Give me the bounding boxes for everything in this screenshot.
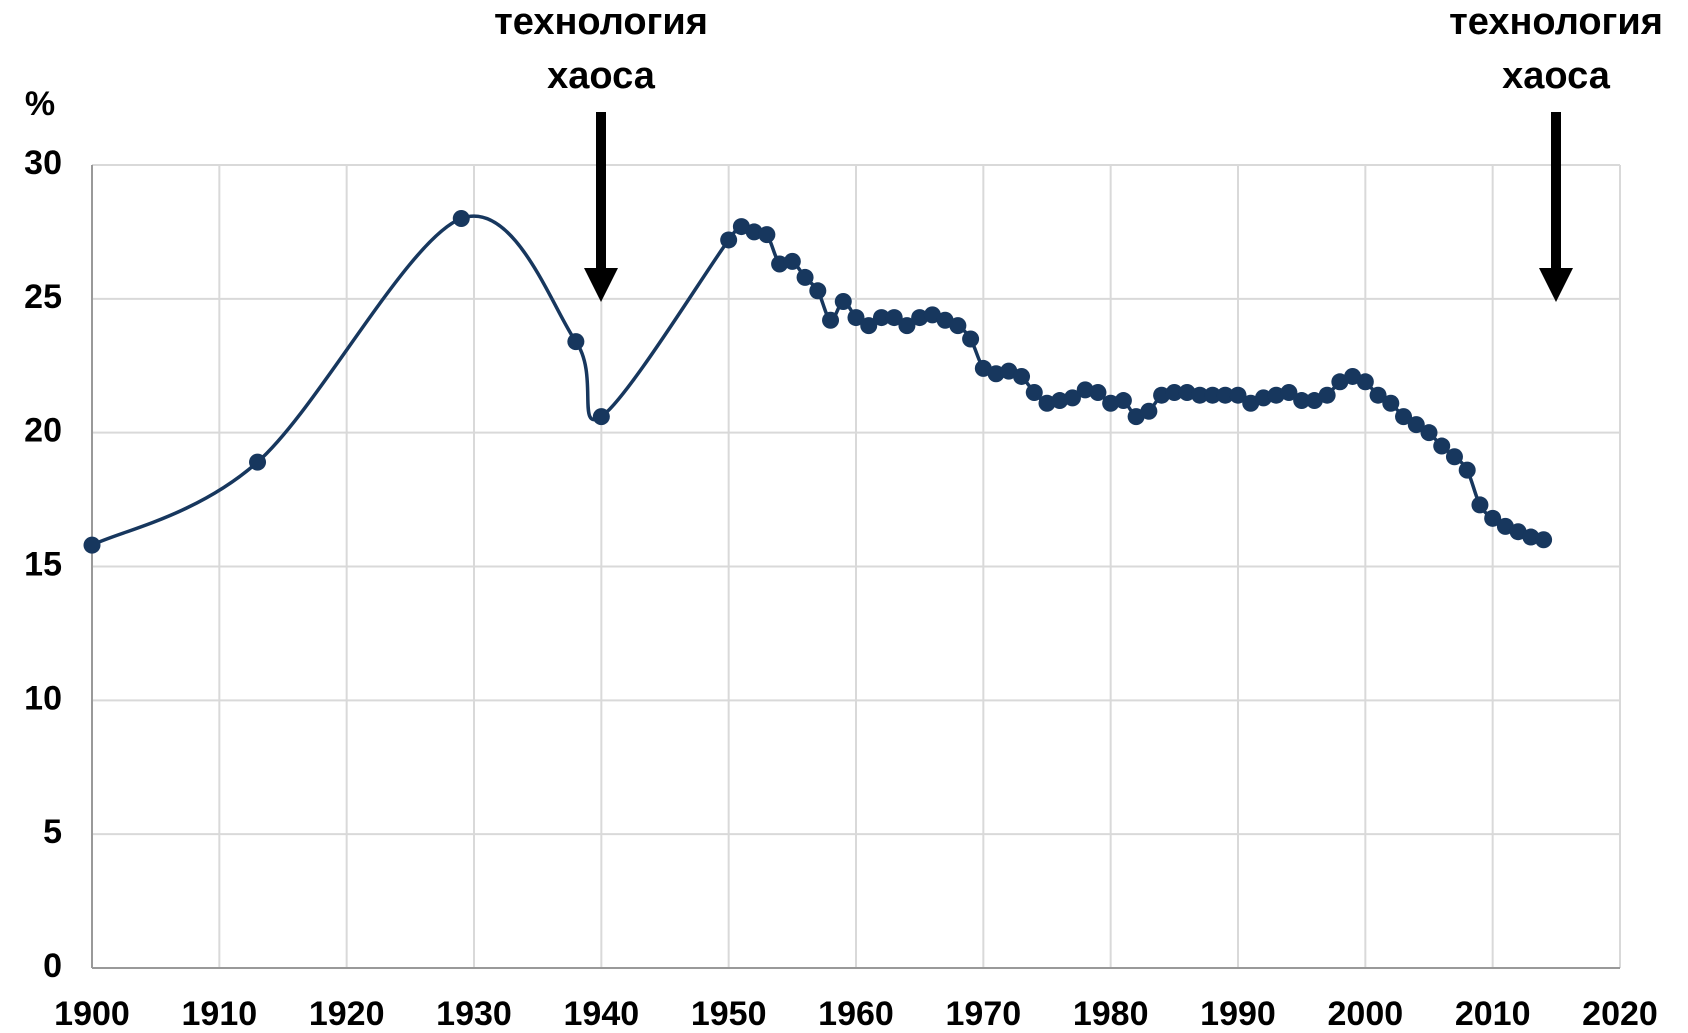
x-tick-label: 1960 [818, 995, 894, 1033]
x-tick-label: 1920 [309, 995, 385, 1033]
marker [1191, 386, 1209, 404]
y-axis-label: % [25, 85, 55, 123]
marker [771, 255, 789, 273]
marker [1305, 392, 1323, 410]
marker [822, 311, 840, 329]
marker [898, 317, 916, 335]
x-tick-label: 2000 [1328, 995, 1404, 1033]
x-tick-label: 1990 [1200, 995, 1276, 1033]
marker [1471, 496, 1489, 514]
annotation-arrowhead [1539, 268, 1573, 302]
marker [962, 330, 980, 348]
marker [1242, 394, 1260, 412]
marker [1280, 384, 1298, 402]
marker [1051, 392, 1069, 410]
x-tick-label: 1980 [1073, 995, 1149, 1033]
marker [847, 309, 865, 327]
y-tick-label: 5 [43, 813, 62, 851]
x-tick-label: 1900 [54, 995, 130, 1033]
y-tick-label: 15 [24, 545, 62, 583]
marker [1165, 384, 1183, 402]
marker [923, 306, 941, 324]
marker [1229, 386, 1247, 404]
marker [1216, 386, 1234, 404]
marker [987, 365, 1005, 383]
x-tick-label: 2010 [1455, 995, 1531, 1033]
x-tick-label: 1940 [564, 995, 640, 1033]
marker [1382, 394, 1400, 412]
annotation: хаоса [1502, 55, 1611, 97]
marker [1267, 386, 1285, 404]
marker [1102, 394, 1120, 412]
marker [1535, 531, 1553, 549]
y-tick-label: 30 [24, 144, 62, 182]
marker [745, 223, 763, 241]
marker [1496, 517, 1514, 535]
marker [1013, 367, 1031, 385]
marker [1153, 386, 1171, 404]
marker [834, 293, 852, 311]
marker [1089, 384, 1107, 402]
marker [1140, 402, 1158, 420]
marker [1522, 528, 1540, 546]
marker [1127, 408, 1145, 426]
marker [1076, 381, 1094, 399]
marker [1369, 386, 1387, 404]
marker [452, 210, 470, 228]
marker [1356, 373, 1374, 391]
y-tick-label: 20 [24, 412, 62, 450]
marker [1038, 394, 1056, 412]
marker [1178, 384, 1196, 402]
annotation: технология [1449, 1, 1663, 43]
marker [592, 408, 610, 426]
x-tick-label: 1970 [946, 995, 1022, 1033]
marker [1114, 392, 1132, 410]
marker [567, 333, 585, 351]
marker [1204, 386, 1222, 404]
marker [796, 268, 814, 286]
marker [1420, 424, 1438, 442]
marker [1331, 373, 1349, 391]
y-tick-label: 10 [24, 679, 62, 717]
x-tick-label: 2020 [1582, 995, 1658, 1033]
marker [974, 359, 992, 377]
marker [1025, 384, 1043, 402]
marker [1293, 392, 1311, 410]
marker [249, 453, 267, 471]
y-tick-label: 0 [43, 947, 62, 985]
marker [1254, 389, 1272, 407]
marker [949, 317, 967, 335]
marker [1395, 408, 1413, 426]
x-tick-label: 1930 [436, 995, 512, 1033]
annotation: хаоса [547, 55, 656, 97]
y-tick-label: 25 [24, 278, 62, 316]
marker [1000, 362, 1018, 380]
marker [1509, 523, 1527, 541]
marker [872, 309, 890, 327]
marker [860, 317, 878, 335]
marker [1318, 386, 1336, 404]
marker [83, 536, 101, 554]
marker [1407, 416, 1425, 434]
marker [936, 311, 954, 329]
marker [911, 309, 929, 327]
annotation-arrowhead [584, 268, 618, 302]
marker [1344, 367, 1362, 385]
marker [1458, 461, 1476, 479]
line [91, 214, 1544, 547]
marker [1445, 448, 1463, 466]
marker [1484, 509, 1502, 527]
x-tick-label: 1910 [182, 995, 258, 1033]
x-tick-label: 1950 [691, 995, 767, 1033]
marker [885, 309, 903, 327]
marker [1063, 389, 1081, 407]
marker [783, 252, 801, 270]
annotation: технология [494, 1, 708, 43]
marker [732, 218, 750, 236]
marker [809, 282, 827, 300]
marker [1433, 437, 1451, 455]
marker [720, 231, 738, 249]
marker [758, 226, 776, 244]
